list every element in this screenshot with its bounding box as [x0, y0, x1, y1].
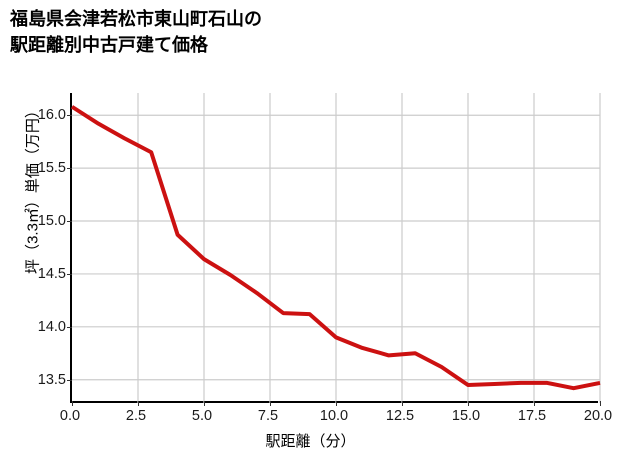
- y-tick-mark: [67, 379, 72, 381]
- y-tick-mark: [67, 273, 72, 275]
- x-tick-label: 12.5: [385, 408, 415, 424]
- chart-title: 福島県会津若松市東山町石山の 駅距離別中古戸建て価格: [10, 9, 262, 56]
- x-axis-title: 駅距離（分）: [265, 433, 356, 450]
- y-tick-mark: [67, 326, 72, 328]
- y-tick-label: 15.5: [37, 160, 66, 177]
- data-line-series: [70, 105, 601, 391]
- x-tick-label: 5.0: [191, 408, 213, 424]
- y-tick-label: 13.5: [37, 371, 66, 388]
- x-tick-label: 2.5: [125, 408, 147, 424]
- y-tick-label: 15.0: [37, 213, 66, 230]
- x-tick-mark: [468, 401, 469, 406]
- x-tick-label: 17.5: [517, 408, 547, 424]
- x-tick-mark: [336, 401, 337, 406]
- y-tick-mark: [67, 115, 72, 117]
- x-tick-label: 0.0: [59, 408, 81, 424]
- x-tick-mark: [270, 401, 271, 406]
- y-tick-mark: [67, 168, 72, 170]
- x-tick-label: 7.5: [257, 408, 279, 424]
- x-axis-tick-labels: 0.0 2.5 5.0 7.5 10.0 12.5 15.0 17.5 20.0: [0, 408, 621, 432]
- x-tick-mark: [402, 401, 403, 406]
- y-axis-tick-labels: 13.5 14.0 14.5 15.0 15.5 16.0: [14, 0, 66, 465]
- y-tick-label: 16.0: [37, 107, 66, 124]
- x-tick-label: 20.0: [583, 408, 613, 424]
- x-tick-mark: [138, 401, 139, 406]
- x-tick-mark: [204, 401, 205, 406]
- x-tick-mark: [72, 401, 73, 406]
- x-tick-mark: [600, 401, 601, 406]
- grid-lines: [72, 93, 601, 403]
- y-axis-title: 坪（3.3㎡）単価（万円）: [24, 103, 42, 274]
- x-tick-mark: [534, 401, 535, 406]
- x-tick-label: 10.0: [319, 408, 349, 424]
- x-tick-label: 15.0: [451, 408, 481, 424]
- plot-area: [67, 93, 601, 406]
- y-tick-mark: [67, 221, 72, 223]
- y-tick-label: 14.0: [37, 318, 66, 335]
- y-tick-label: 14.5: [37, 265, 66, 282]
